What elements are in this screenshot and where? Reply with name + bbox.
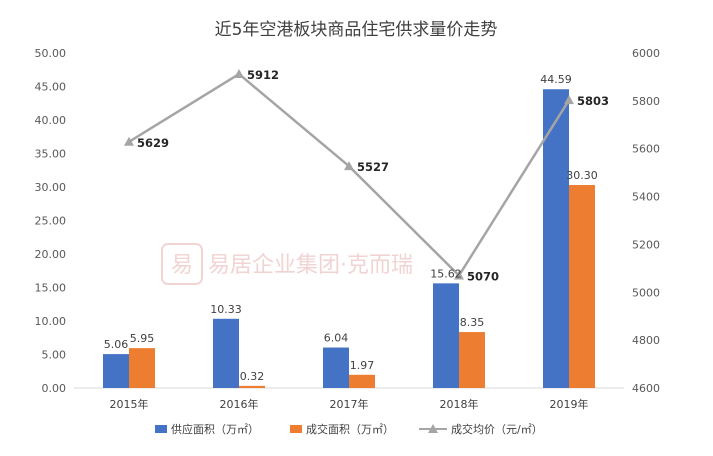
legend: 供应面积（万㎡） 成交面积（万㎡） 成交均价（元/㎡） [155, 422, 543, 436]
left-tick-label: 30.00 [35, 181, 67, 194]
price-label: 5629 [137, 136, 169, 150]
category-label: 2018年 [440, 397, 479, 411]
supply-bar [543, 89, 569, 388]
legend-label: 成交面积（万㎡） [306, 422, 394, 436]
watermark-seal: 易 [171, 253, 193, 278]
category-label: 2016年 [220, 397, 259, 411]
left-tick-label: 45.00 [35, 81, 67, 94]
legend-label: 成交均价（元/㎡） [451, 422, 543, 436]
deal-bar [349, 374, 375, 388]
price-label: 5070 [467, 270, 499, 284]
price-line-path [128, 72, 571, 278]
deal-bar-label: 5.95 [130, 332, 155, 345]
legend-item: 成交面积（万㎡） [290, 422, 394, 436]
deal-bar [239, 385, 265, 388]
price-point [344, 161, 354, 171]
deal-bar [569, 184, 595, 388]
watermark: 易 易居企业集团·克而瑞 [161, 243, 413, 285]
watermark-seal-box [161, 243, 203, 285]
category-label: 2017年 [330, 397, 369, 411]
legend-label: 供应面积（万㎡） [171, 422, 259, 436]
category-label: 2019年 [550, 397, 589, 411]
right-tick-label: 5600 [632, 143, 660, 156]
legend-item: 供应面积（万㎡） [155, 422, 259, 436]
legend-swatch [155, 425, 167, 433]
left-tick-label: 10.00 [35, 315, 67, 328]
category-label: 2015年 [110, 397, 149, 411]
supply-bar-label: 15.62 [430, 267, 462, 280]
price-point [124, 136, 134, 146]
price-point [564, 95, 574, 105]
left-tick-label: 50.00 [35, 47, 67, 60]
left-tick-label: 20.00 [35, 248, 67, 261]
supply-bar [433, 283, 459, 388]
bars [103, 89, 595, 388]
price-point [234, 69, 244, 79]
supply-bar [213, 318, 239, 388]
right-tick-label: 6000 [632, 47, 660, 60]
supply-bar-label: 44.59 [540, 73, 572, 86]
price-line [124, 69, 574, 280]
left-tick-label: 5.00 [42, 349, 67, 362]
deal-bar-label: 30.30 [566, 169, 598, 182]
supply-bar-label: 5.06 [104, 338, 129, 351]
right-tick-label: 5200 [632, 238, 660, 251]
supply-bar [103, 354, 129, 388]
chart-title: 近5年空港板块商品住宅供求量价走势 [215, 20, 498, 40]
deal-bar-label: 8.35 [460, 316, 485, 329]
supply-bar [323, 347, 349, 388]
right-tick-label: 5400 [632, 191, 660, 204]
legend-swatch [290, 425, 302, 433]
left-tick-label: 0.00 [42, 382, 67, 395]
right-tick-label: 5000 [632, 286, 660, 299]
right-tick-label: 4600 [632, 382, 660, 395]
right-tick-label: 4800 [632, 334, 660, 347]
legend-swatch-marker [428, 424, 438, 433]
price-label: 5803 [577, 94, 609, 108]
supply-bar-label: 10.33 [210, 303, 242, 316]
axes: 0.00 5.00 10.00 15.00 20.00 25.00 30.00 35.00 40… [35, 47, 661, 411]
deal-bar [459, 332, 485, 388]
supply-bar-label: 6.04 [324, 332, 349, 345]
left-tick-label: 25.00 [35, 215, 67, 228]
price-label: 5912 [247, 68, 279, 82]
data-labels: 5.06 10.33 6.04 15.62 44.59 5.95 0.32 1.97 8.35 3… [104, 68, 609, 383]
price-point [454, 270, 464, 280]
left-tick-label: 15.00 [35, 282, 67, 295]
left-tick-label: 40.00 [35, 114, 67, 127]
left-tick-label: 35.00 [35, 148, 67, 161]
deal-bar [129, 348, 155, 388]
watermark-text: 易居企业集团·克而瑞 [208, 253, 413, 278]
price-label: 5527 [357, 160, 389, 174]
right-tick-label: 5800 [632, 95, 660, 108]
deal-bar-label: 1.97 [350, 359, 375, 372]
legend-item: 成交均价（元/㎡） [419, 422, 543, 436]
deal-bar-label: 0.32 [240, 370, 265, 383]
